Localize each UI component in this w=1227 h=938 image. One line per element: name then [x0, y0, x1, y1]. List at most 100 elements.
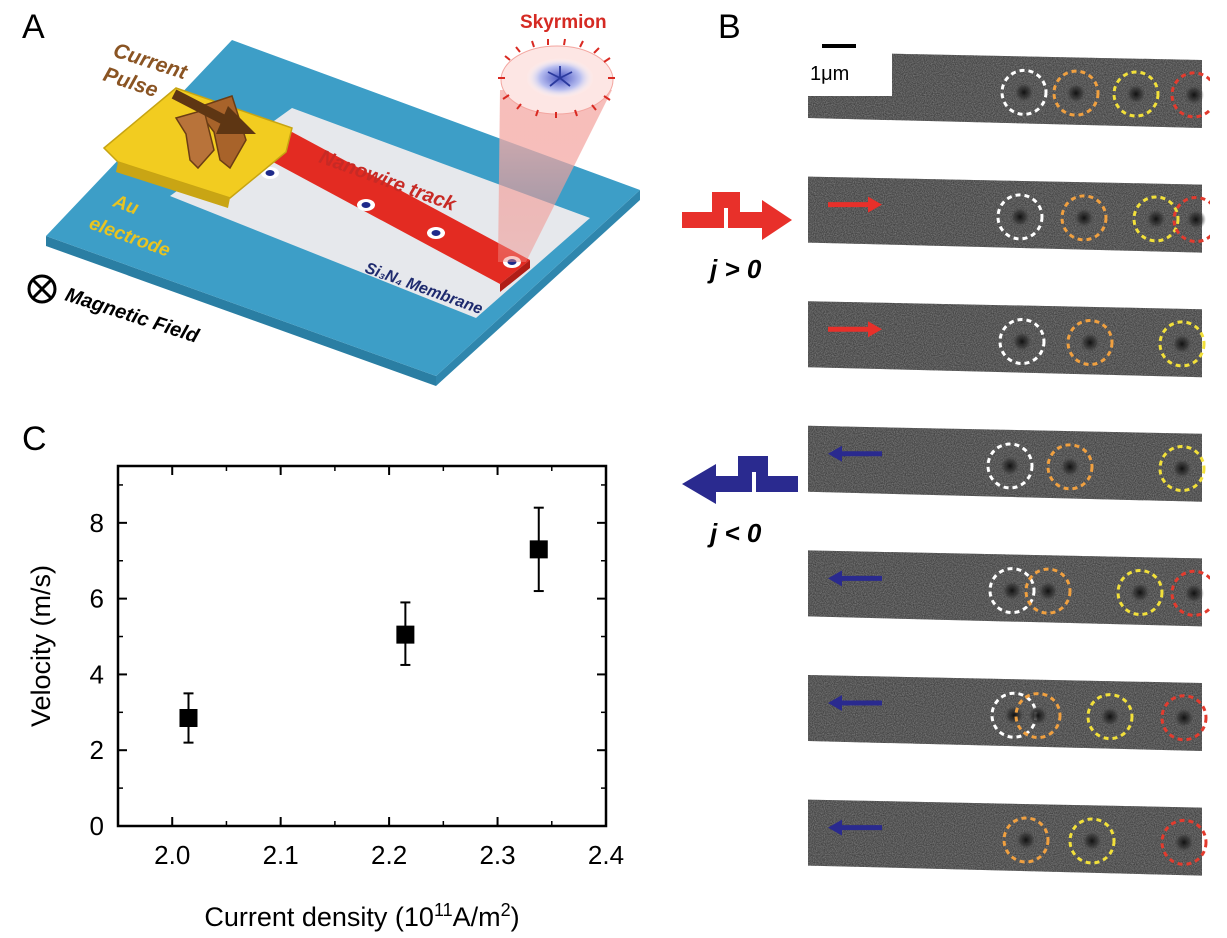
- orange-tracking-circle: [1002, 816, 1050, 864]
- x-tick-label: 2.0: [154, 840, 190, 870]
- current-direction-right-arrow: [868, 196, 882, 213]
- yellow-tracking-circle: [1132, 195, 1180, 243]
- y-tick-label: 2: [90, 735, 104, 765]
- square-marker: [396, 625, 415, 644]
- skyrmion-spot: [1174, 832, 1194, 853]
- skyrmion-spot: [1002, 580, 1022, 601]
- orange-tracking-circle: [1014, 692, 1062, 740]
- skyrmion-spot: [1012, 331, 1032, 352]
- skyrmion-spot: [1172, 333, 1192, 354]
- skyrmion-spot: [1184, 583, 1204, 604]
- current-direction-left-arrow: [828, 570, 842, 587]
- skyrmion-spot: [1130, 582, 1150, 603]
- micrograph-frame: [808, 799, 1208, 876]
- positive-current-label: j > 0: [707, 254, 762, 284]
- data-point: [396, 601, 415, 666]
- yellow-tracking-circle: [1116, 569, 1164, 616]
- skyrmion-spot: [1004, 705, 1024, 726]
- nanowire-track: [260, 132, 530, 284]
- y-tick-label: 8: [90, 508, 104, 538]
- white-tracking-circle: [996, 193, 1044, 241]
- micrograph-frame: [808, 425, 1206, 502]
- skyrmion-label: Skyrmion: [520, 12, 607, 33]
- substrate-edge: [46, 236, 436, 386]
- skyrmion-spot: [1060, 456, 1080, 477]
- skyrmion-spot: [1010, 206, 1030, 227]
- x-tick-label: 2.3: [479, 840, 515, 870]
- substrate-edge-right: [436, 190, 640, 386]
- red-tracking-circle: [1170, 71, 1210, 119]
- negative-pulse-indicator: j < 0: [682, 456, 798, 548]
- plot-frame: [116, 464, 608, 828]
- current-direction-left-arrow: [828, 695, 842, 711]
- panel-label-a: A: [22, 8, 45, 46]
- red-tracking-circle: [1170, 569, 1210, 617]
- x-tick-label: 2.1: [263, 840, 299, 870]
- panel-label-c: C: [22, 420, 47, 458]
- skyrmion-zoom: [498, 38, 615, 118]
- skyrmion-spot: [1016, 829, 1036, 850]
- square-marker: [179, 709, 198, 727]
- skyrmion-spot: [1014, 82, 1034, 103]
- current-direction-left-arrow: [828, 445, 842, 462]
- white-tracking-circle: [986, 442, 1034, 490]
- magnetic-field-into-page-icon: [27, 274, 57, 304]
- skyrmion-spot: [1066, 83, 1086, 104]
- micrograph-frame: [808, 176, 1210, 253]
- y-axis-label: Velocity (m/s): [26, 565, 56, 727]
- skyrmion-spot: [1174, 707, 1194, 728]
- positive-pulse-arrow: [682, 192, 792, 240]
- yellow-tracking-circle: [1158, 320, 1206, 368]
- x-axis-label-main: Current density (10: [204, 902, 434, 932]
- white-tracking-circle: [988, 567, 1036, 615]
- data-point: [529, 506, 548, 593]
- skyrmion-spot: [1080, 332, 1100, 353]
- skyrmion-spot: [1074, 207, 1094, 228]
- micrograph-frame: [808, 301, 1206, 378]
- velocity-chart: 2.0 2.1 2.2 2.3 2.4 0 2 4 6 8 Velocity (m/s) Curr…: [26, 464, 624, 932]
- positive-pulse-indicator: j > 0: [682, 192, 792, 284]
- y-tick-label: 6: [90, 584, 104, 614]
- micrograph-frame: [808, 52, 1210, 128]
- current-pulse-arrow: [171, 89, 256, 134]
- scale-bar: 1μm: [800, 30, 892, 96]
- orange-tracking-circle: [1052, 69, 1100, 117]
- orange-tracking-circle: [1066, 319, 1114, 367]
- orange-tracking-circle: [1024, 567, 1072, 615]
- micrograph-frame: [808, 550, 1210, 627]
- zoom-cone: [498, 90, 612, 262]
- au-electrode-edge: [116, 162, 230, 208]
- skyrmion-spot: [1172, 458, 1192, 479]
- yellow-tracking-circle: [1086, 693, 1134, 741]
- x-axis-label-exp: 11: [434, 900, 453, 920]
- white-tracking-circle: [998, 318, 1046, 366]
- x-tick-label: 2.4: [588, 840, 624, 870]
- skyrmion-spot: [1028, 705, 1048, 726]
- y-tick-label: 4: [90, 659, 104, 689]
- skyrmion-spot: [1126, 84, 1146, 105]
- x-axis-label-close: ): [511, 902, 520, 932]
- red-tracking-circle: [1160, 694, 1208, 742]
- x-axis-label-exp2: 2: [501, 900, 511, 920]
- negative-pulse-arrow: [682, 456, 798, 504]
- scale-bar-label: 1μm: [810, 63, 849, 85]
- nanowire-track-edge: [500, 260, 530, 292]
- negative-current-label: j < 0: [707, 518, 762, 548]
- orange-tracking-circle: [1060, 194, 1108, 242]
- x-axis-label-unit: A/m: [453, 902, 501, 932]
- current-direction-right-arrow: [868, 321, 882, 338]
- yellow-tracking-circle: [1112, 70, 1160, 118]
- x-tick-label: 2.2: [371, 840, 407, 870]
- skyrmion-spot: [1000, 455, 1020, 476]
- micrograph-sequence: 1μm: [800, 30, 1210, 876]
- red-tracking-circle: [1172, 196, 1210, 244]
- square-marker: [529, 540, 548, 559]
- skyrmion-spot: [1038, 581, 1058, 602]
- x-axis-label: Current density (1011A/m2): [204, 900, 519, 932]
- skyrmion-spot: [1184, 84, 1204, 105]
- panel-label-b: B: [718, 8, 741, 46]
- y-tick-label: 0: [90, 811, 104, 841]
- micrograph-frame: [808, 675, 1208, 751]
- yellow-tracking-circle: [1158, 445, 1206, 493]
